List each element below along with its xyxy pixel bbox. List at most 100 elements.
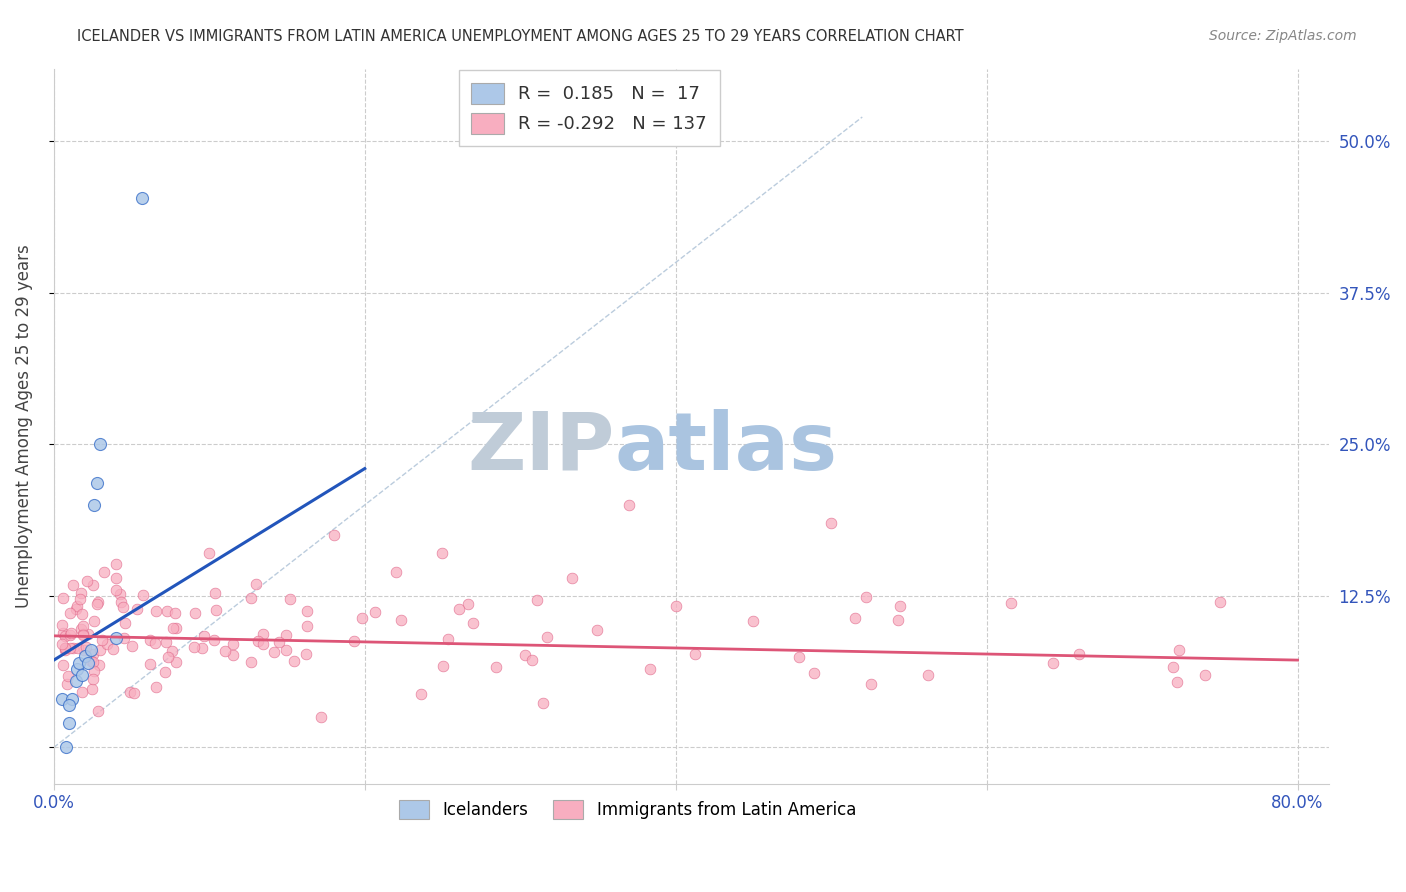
Point [105, 557, 128, 571]
Point [860, 677, 883, 691]
Point [683, 648, 706, 662]
Point [855, 590, 877, 604]
Point [1000, 596, 1022, 610]
Point [139, 632, 162, 647]
Point [83, 498, 105, 512]
Point [536, 630, 558, 644]
Point [112, 631, 135, 645]
Point [432, 546, 454, 560]
Point [1069, 647, 1091, 661]
Point [86, 597, 108, 611]
Point [69, 585, 91, 599]
Point [263, 645, 285, 659]
Point [202, 633, 225, 648]
Text: atlas: atlas [614, 409, 838, 486]
Point [52, 625, 75, 640]
Point [274, 627, 297, 641]
Point [1194, 668, 1216, 682]
Point [59, 640, 82, 655]
Text: ICELANDER VS IMMIGRANTS FROM LATIN AMERICA UNEMPLOYMENT AMONG AGES 25 TO 29 YEAR: ICELANDER VS IMMIGRANTS FROM LATIN AMERI… [77, 29, 965, 45]
Point [56, 669, 79, 683]
Point [96, 637, 118, 651]
Point [889, 599, 911, 614]
Point [183, 640, 205, 654]
Point [121, 639, 143, 653]
Point [89, 658, 111, 673]
Point [561, 571, 583, 585]
Point [101, 642, 124, 657]
Point [214, 644, 236, 658]
Point [240, 655, 263, 669]
Point [114, 615, 136, 630]
Point [156, 604, 179, 618]
Point [162, 621, 184, 635]
Point [53, 640, 76, 655]
Point [165, 656, 187, 670]
Point [80, 681, 103, 696]
Point [295, 647, 318, 661]
Point [72, 626, 94, 640]
Point [844, 611, 866, 625]
Point [69, 592, 91, 607]
Point [437, 632, 460, 646]
Point [86, 595, 108, 609]
Point [53, 641, 76, 656]
Point [53, 643, 76, 657]
Point [139, 657, 162, 671]
Point [461, 615, 484, 630]
Point [70, 607, 93, 622]
Point [51, 691, 73, 706]
Point [343, 633, 366, 648]
Point [247, 633, 270, 648]
Point [55, 740, 77, 755]
Point [457, 597, 479, 611]
Point [72, 628, 94, 642]
Point [76, 574, 98, 588]
Point [51, 618, 73, 632]
Point [82, 656, 104, 670]
Point [617, 498, 640, 512]
Point [198, 546, 221, 560]
Point [66, 640, 89, 655]
Point [59, 626, 82, 640]
Point [62, 577, 84, 591]
Point [131, 191, 153, 205]
Point [66, 599, 89, 614]
Point [449, 602, 471, 616]
Point [239, 591, 262, 605]
Point [274, 642, 297, 657]
Point [143, 635, 166, 649]
Point [165, 621, 187, 635]
Point [638, 662, 661, 676]
Point [90, 632, 112, 647]
Point [204, 586, 226, 600]
Point [160, 644, 183, 658]
Point [83, 614, 105, 628]
Point [76, 627, 98, 641]
Point [86, 476, 108, 491]
Point [105, 632, 128, 646]
Point [803, 666, 825, 681]
Point [110, 595, 132, 609]
Point [108, 587, 131, 601]
Point [132, 588, 155, 602]
Point [122, 686, 145, 700]
Point [917, 668, 939, 682]
Point [82, 578, 104, 592]
Point [145, 680, 167, 694]
Point [80, 643, 103, 657]
Point [89, 642, 111, 657]
Point [62, 691, 84, 706]
Point [72, 619, 94, 633]
Point [76, 640, 98, 654]
Point [267, 635, 290, 649]
Point [93, 565, 115, 579]
Text: ZIP: ZIP [468, 409, 614, 486]
Y-axis label: Unemployment Among Ages 25 to 29 years: Unemployment Among Ages 25 to 29 years [15, 244, 32, 608]
Point [585, 624, 607, 638]
Point [52, 657, 75, 672]
Point [820, 516, 842, 530]
Point [742, 614, 765, 628]
Point [70, 667, 93, 681]
Point [65, 602, 87, 616]
